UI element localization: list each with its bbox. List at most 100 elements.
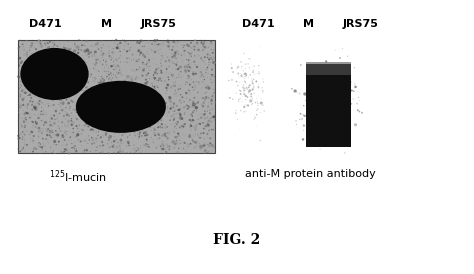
Point xyxy=(154,72,161,76)
Point xyxy=(189,103,197,107)
Point xyxy=(237,74,245,78)
Point xyxy=(113,58,120,62)
Point xyxy=(84,109,91,113)
Point xyxy=(137,45,145,49)
Point xyxy=(189,102,197,107)
Point xyxy=(164,54,172,59)
Point xyxy=(255,86,262,91)
Point xyxy=(53,142,60,147)
Point xyxy=(37,39,45,44)
Point xyxy=(36,50,44,55)
Point xyxy=(183,63,191,67)
Point xyxy=(195,48,202,52)
Point xyxy=(109,144,117,149)
Point xyxy=(208,67,216,72)
Point xyxy=(85,135,92,139)
Point xyxy=(32,145,39,149)
Point xyxy=(209,73,216,77)
Point xyxy=(113,145,121,149)
Point xyxy=(42,38,49,43)
Point xyxy=(62,105,70,110)
Point xyxy=(176,142,183,146)
Point xyxy=(164,131,172,135)
Point xyxy=(166,78,173,82)
Point xyxy=(77,78,84,82)
Point xyxy=(201,38,209,42)
Point xyxy=(102,108,109,112)
Point xyxy=(118,122,126,127)
Point xyxy=(81,57,89,61)
Point xyxy=(254,100,261,104)
Point xyxy=(145,142,152,146)
Point xyxy=(123,56,131,61)
Point xyxy=(158,125,166,130)
Point xyxy=(191,59,198,64)
Point xyxy=(205,121,213,125)
Point xyxy=(201,148,209,152)
Point xyxy=(116,46,124,50)
Point xyxy=(71,55,78,59)
Point xyxy=(179,151,186,156)
Point xyxy=(81,44,88,48)
Point xyxy=(66,139,74,144)
Point xyxy=(153,137,161,141)
Point xyxy=(169,61,177,65)
Point xyxy=(137,68,144,73)
Point xyxy=(204,84,212,89)
Point xyxy=(24,93,32,98)
Point xyxy=(117,85,124,89)
Point xyxy=(207,39,214,44)
Point xyxy=(128,103,136,108)
Point xyxy=(234,64,242,69)
Point xyxy=(39,79,47,84)
Point xyxy=(107,135,115,139)
Point xyxy=(72,116,80,120)
Point xyxy=(43,40,51,44)
Point xyxy=(163,138,171,142)
Point xyxy=(31,71,38,75)
Point xyxy=(35,58,43,62)
Point xyxy=(159,39,167,43)
Point xyxy=(246,88,254,93)
Point xyxy=(166,47,173,52)
Point xyxy=(104,73,112,77)
Point xyxy=(91,67,99,72)
Point xyxy=(151,70,159,75)
Point xyxy=(84,48,91,52)
Point xyxy=(205,39,213,44)
Point xyxy=(204,55,211,60)
Point xyxy=(155,98,163,102)
Point xyxy=(123,90,131,95)
Point xyxy=(65,93,73,97)
Point xyxy=(128,75,136,79)
Point xyxy=(26,79,33,84)
Point xyxy=(78,67,85,72)
Point xyxy=(144,90,152,95)
Point xyxy=(127,150,134,155)
Point xyxy=(77,77,84,81)
Point xyxy=(151,39,159,43)
Point xyxy=(117,94,125,99)
Point xyxy=(27,61,34,65)
Point xyxy=(186,130,193,135)
Point xyxy=(150,48,157,52)
Point xyxy=(14,136,22,141)
Point xyxy=(165,144,173,148)
Point xyxy=(16,136,23,140)
Point xyxy=(205,72,212,76)
Point xyxy=(249,81,256,85)
Point xyxy=(241,86,248,91)
Point xyxy=(205,119,212,123)
Point xyxy=(37,75,45,79)
Text: D471: D471 xyxy=(29,19,61,29)
Point xyxy=(170,64,178,69)
Point xyxy=(110,102,118,107)
Point xyxy=(26,99,34,104)
Point xyxy=(55,76,62,80)
Point xyxy=(33,49,41,54)
Point xyxy=(173,120,181,124)
Point xyxy=(243,73,250,78)
Point xyxy=(86,92,93,96)
Point xyxy=(189,42,197,47)
Point xyxy=(228,62,235,66)
